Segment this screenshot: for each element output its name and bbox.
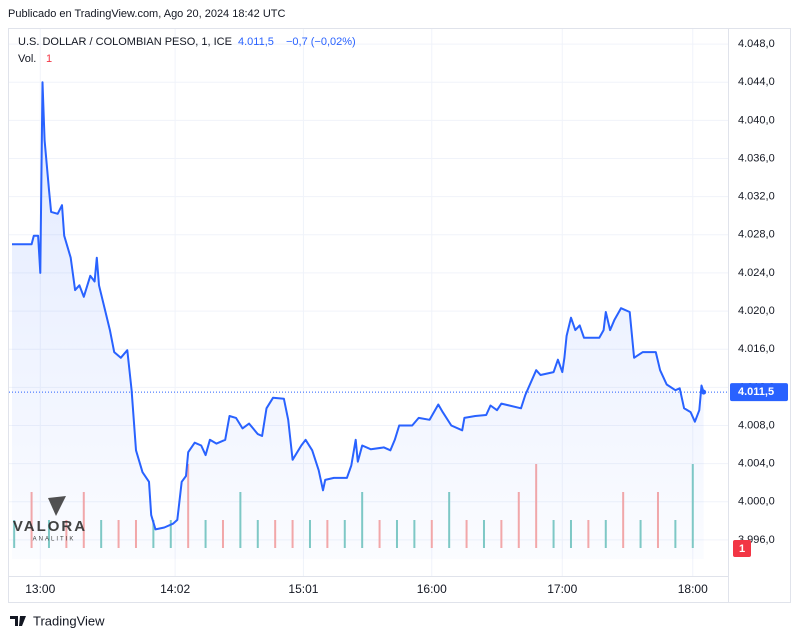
price-line (12, 81, 705, 531)
watermark-sub: ANALITIK (33, 537, 76, 543)
x-tick-label: 17:00 (547, 582, 577, 596)
brand-logo (10, 616, 26, 626)
legend-last: 4.011,5 (238, 36, 274, 48)
brand-name: TradingView (33, 613, 105, 628)
y-tick-label: 4.028,0 (738, 229, 775, 241)
last-point (701, 389, 707, 395)
legend-change: −0,7 (−0,02%) (286, 36, 356, 48)
x-tick-label: 16:00 (417, 582, 447, 596)
chart-frame (8, 28, 791, 603)
watermark-name: VALORA (13, 518, 87, 535)
y-tick-label: 4.016,0 (738, 343, 775, 355)
area-fill (12, 82, 704, 559)
tradingview-brand: TradingView (10, 613, 105, 628)
y-tick-label: 4.032,0 (738, 191, 775, 203)
watermark-logo (48, 496, 66, 516)
y-tick-label: 4.020,0 (738, 305, 775, 317)
y-tick-label: 4.040,0 (738, 114, 775, 126)
y-tick-label: 4.036,0 (738, 152, 775, 164)
symbol-title: U.S. DOLLAR / COLOMBIAN PESO, 1, ICE (18, 36, 232, 48)
x-tick-label: 15:01 (288, 582, 318, 596)
watermark: VALORA ANALITIK (13, 496, 87, 543)
volume-tag-label: 1 (739, 543, 745, 555)
x-tick-label: 18:00 (678, 582, 708, 596)
y-tick-label: 4.004,0 (738, 458, 775, 470)
published-note: Publicado en TradingView.com, Ago 20, 20… (8, 8, 285, 20)
y-tick-label: 4.044,0 (738, 76, 775, 88)
volume-label: Vol. (18, 53, 36, 65)
x-tick-label: 14:02 (160, 582, 190, 596)
y-tick-label: 4.048,0 (738, 38, 775, 50)
x-tick-label: 13:00 (25, 582, 55, 596)
volume-last: 1 (46, 53, 52, 65)
y-tick-label: 4.024,0 (738, 267, 775, 279)
price-tag-label: 4.011,5 (738, 386, 774, 398)
y-tick-label: 4.000,0 (738, 496, 775, 508)
volume-tag (733, 540, 751, 557)
plot (9, 81, 728, 559)
price-tag (730, 383, 788, 402)
y-tick-label: 4.008,0 (738, 419, 775, 431)
